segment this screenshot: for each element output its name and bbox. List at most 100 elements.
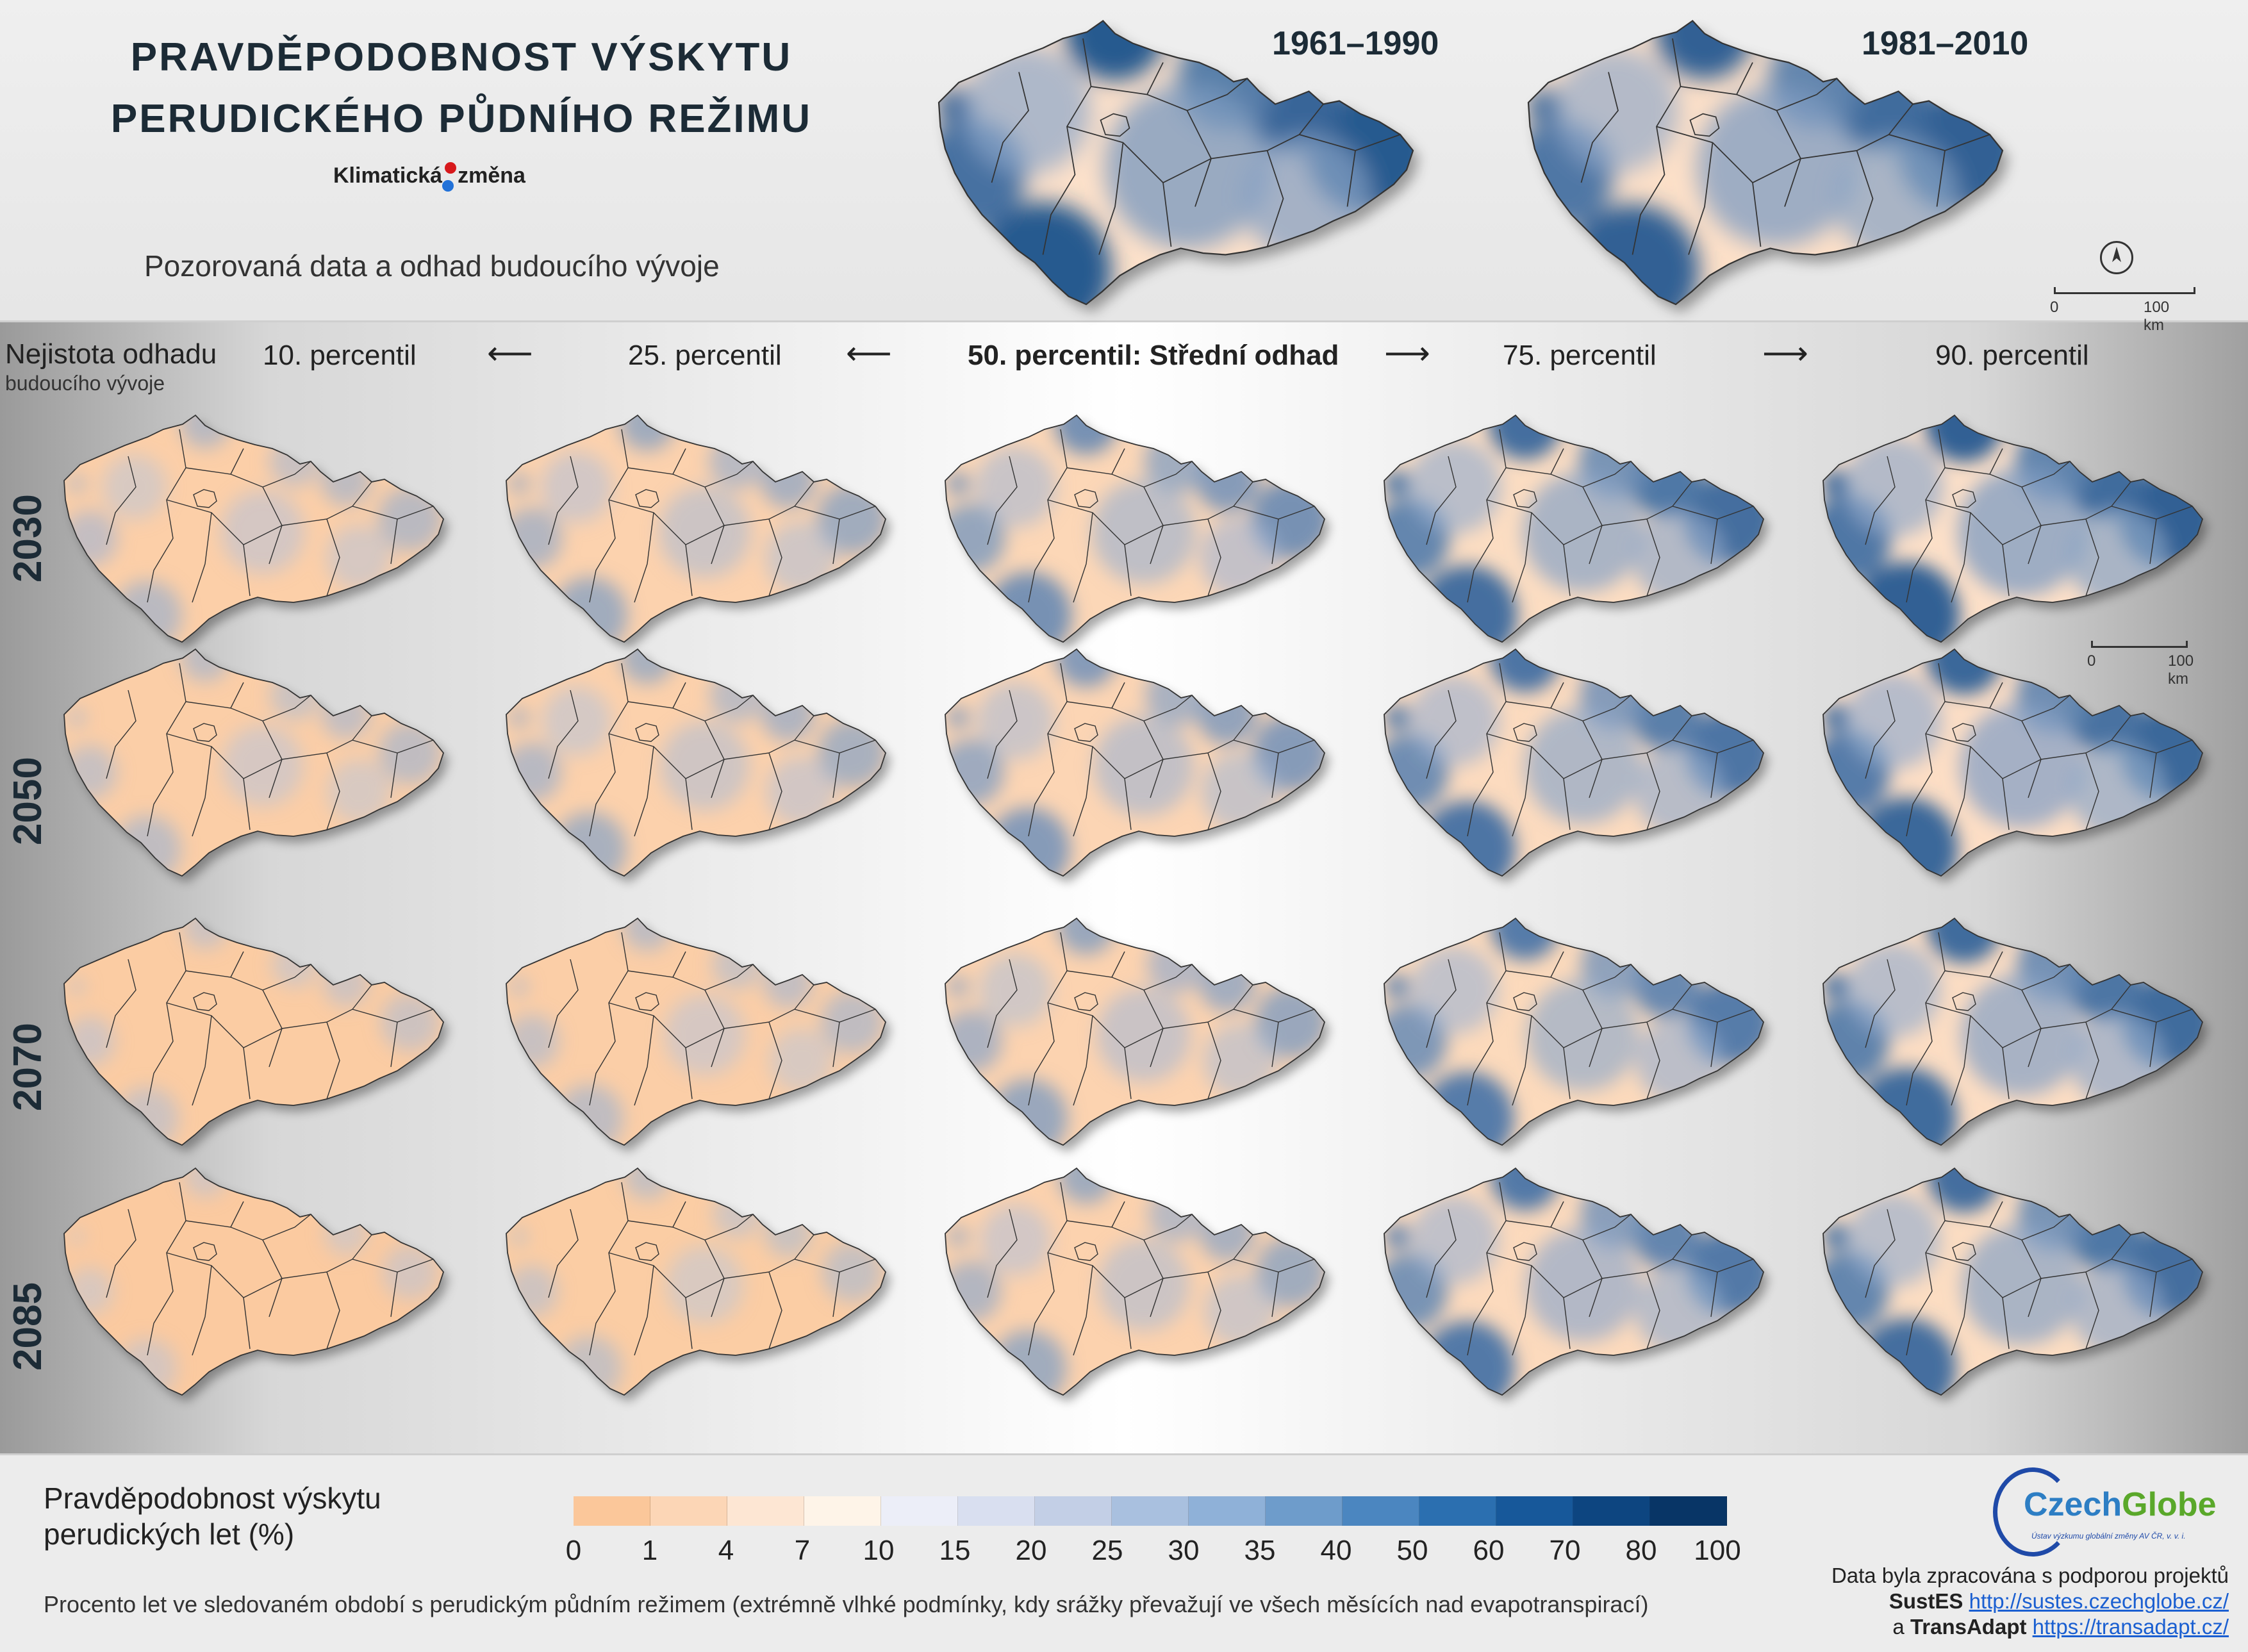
region-border xyxy=(2085,1271,2099,1350)
row-label-2050: 2050 xyxy=(6,757,50,845)
country-border xyxy=(63,414,445,643)
region-border xyxy=(1865,690,1896,779)
region-border xyxy=(2021,461,2070,488)
region-border xyxy=(1426,690,1457,779)
legend-tick: 50 xyxy=(1396,1535,1428,1566)
region-border xyxy=(634,746,654,837)
region-border xyxy=(262,695,311,722)
region-border xyxy=(2002,1047,2010,1100)
probability-surface xyxy=(1823,415,2203,642)
region-border xyxy=(1601,715,1692,760)
prague-border xyxy=(635,723,659,742)
legend-swatch xyxy=(958,1496,1035,1526)
country-border xyxy=(945,917,1326,1146)
legend-title-line-1: Pravděpodobnost výskytu xyxy=(44,1482,381,1515)
map-2030-p10 xyxy=(63,414,445,643)
scale-start: 0 xyxy=(2050,299,2059,316)
region-border xyxy=(281,481,372,526)
region-border xyxy=(230,448,244,475)
legend-tick: 0 xyxy=(565,1535,582,1566)
legend-swatch xyxy=(1112,1496,1189,1526)
country-border xyxy=(1822,917,2204,1146)
region-border xyxy=(1426,1209,1457,1298)
region-border xyxy=(1047,1252,1164,1298)
region-border xyxy=(1582,964,1632,991)
region-border xyxy=(1710,1271,1718,1317)
region-border xyxy=(1207,752,1221,830)
region-border xyxy=(262,964,311,991)
legend-tick: 60 xyxy=(1473,1535,1505,1566)
region-border xyxy=(1426,456,1457,545)
region-border xyxy=(548,690,579,779)
map-2070-p90 xyxy=(1822,917,2204,1146)
region-border xyxy=(768,752,782,830)
region-border xyxy=(1187,78,1248,112)
region-border xyxy=(1028,429,1068,603)
red-dot-icon xyxy=(445,162,457,174)
region-border xyxy=(166,733,283,779)
region-border xyxy=(1906,429,1946,603)
country-border xyxy=(506,414,887,643)
region-border xyxy=(2085,752,2099,830)
region-border xyxy=(192,1265,212,1356)
region-border xyxy=(1271,752,1279,798)
region-border xyxy=(1512,512,1532,603)
region-border xyxy=(634,1265,654,1356)
credit-link-2[interactable]: https://transadapt.cz/ xyxy=(2032,1615,2229,1639)
region-border xyxy=(634,512,654,603)
column-label-p90: 90. percentil xyxy=(1935,340,2089,371)
region-border xyxy=(2149,752,2157,798)
probability-surface xyxy=(64,415,443,642)
region-border xyxy=(1512,1265,1532,1356)
region-border xyxy=(1426,959,1457,1048)
region-border xyxy=(1951,512,1971,603)
probability-surface xyxy=(1384,1168,1764,1395)
region-border xyxy=(1550,682,1564,709)
north-arrow-icon xyxy=(2100,241,2133,274)
prague-border xyxy=(635,992,659,1011)
prague-border xyxy=(635,489,659,508)
country-border xyxy=(1822,648,2204,877)
region-border xyxy=(1028,663,1068,837)
region-border xyxy=(1486,499,1603,545)
region-border xyxy=(1146,62,1164,95)
brand-right: změna xyxy=(458,163,525,188)
country-border xyxy=(945,648,1326,877)
prague-border xyxy=(1952,489,1976,508)
region-border xyxy=(548,959,579,1048)
credit-link-1[interactable]: http://sustes.czechglobe.cz/ xyxy=(1969,1589,2229,1613)
region-border xyxy=(1028,932,1068,1106)
region-border xyxy=(1098,142,1124,255)
czechglobe-logo: CzechGlobe Ústav výzkumu globální změny … xyxy=(1993,1461,2236,1557)
brand-logo: Klimatická změna xyxy=(333,162,525,192)
credit-line-1: Data byla zpracována s podporou projektů xyxy=(1831,1564,2229,1587)
region-border xyxy=(1563,544,1571,597)
row-label-2085: 2085 xyxy=(6,1282,50,1371)
region-border xyxy=(723,481,814,526)
region-border xyxy=(768,1271,782,1350)
region-border xyxy=(1951,746,1971,837)
probability-surface xyxy=(945,649,1325,876)
prague-border xyxy=(193,489,217,508)
region-border xyxy=(2149,1271,2157,1317)
region-border xyxy=(1073,512,1093,603)
region-border xyxy=(2040,1234,2131,1279)
region-border xyxy=(608,499,725,545)
title-line-1: PRAVDĚPODOBNOST VÝSKYTU xyxy=(130,35,793,79)
region-border xyxy=(1710,752,1718,798)
region-border xyxy=(243,1047,251,1100)
region-border xyxy=(1989,1201,2003,1228)
region-border xyxy=(1512,746,1532,837)
prague-border xyxy=(1952,1242,1976,1261)
region-border xyxy=(243,1297,251,1350)
region-border xyxy=(2021,695,2070,722)
region-border xyxy=(2040,984,2131,1029)
region-border xyxy=(281,984,372,1029)
region-border xyxy=(390,518,398,565)
region-border xyxy=(1467,663,1507,837)
region-border xyxy=(1346,150,1356,207)
region-border xyxy=(685,544,693,597)
region-border xyxy=(1925,1002,2042,1048)
region-border xyxy=(1601,1234,1692,1279)
map-2050-p10 xyxy=(63,648,445,877)
